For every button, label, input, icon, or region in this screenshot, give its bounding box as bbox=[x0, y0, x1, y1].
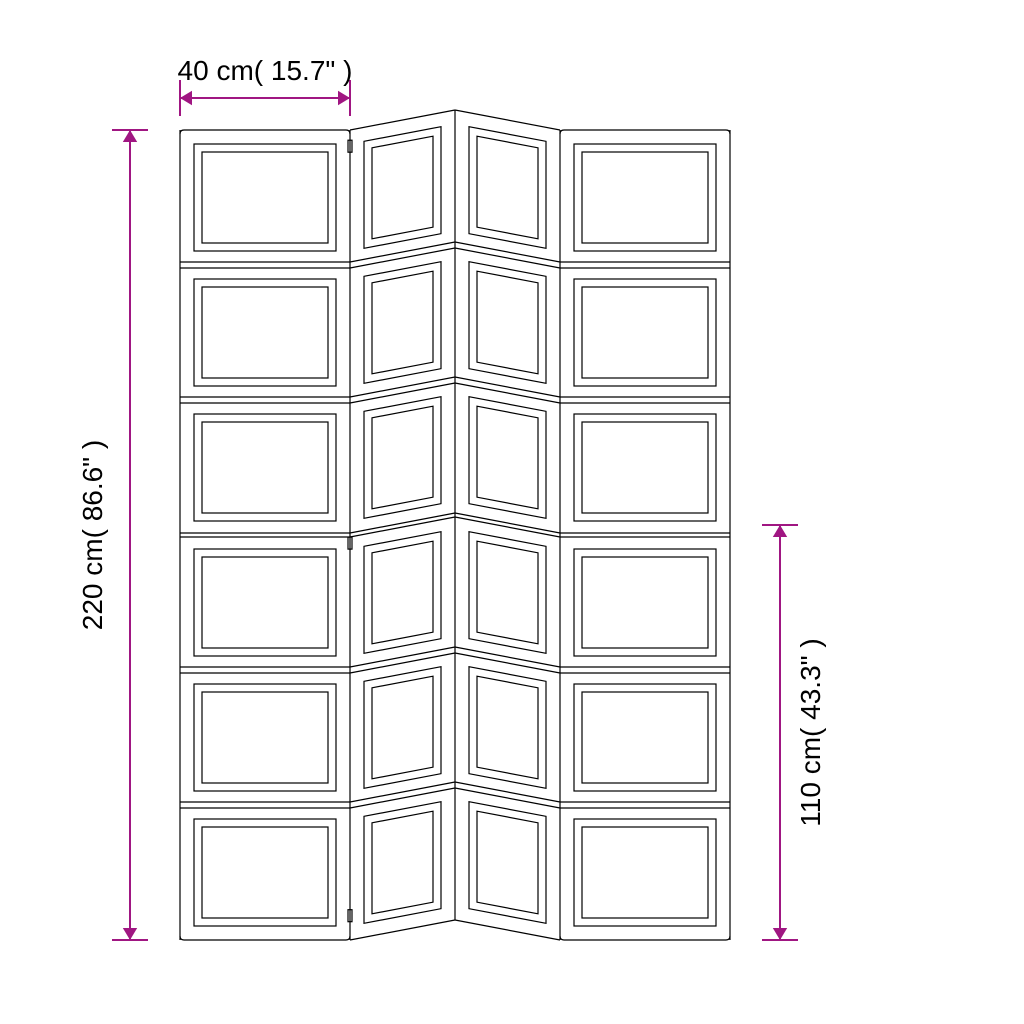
label-height-half: 110 cm( 43.3" ) bbox=[795, 638, 826, 826]
dim-height-half bbox=[762, 525, 798, 940]
panel-3 bbox=[560, 130, 730, 940]
label-height-full: 220 cm( 86.6" ) bbox=[77, 440, 108, 630]
label-width: 40 cm( 15.7" ) bbox=[178, 55, 353, 86]
panel-1 bbox=[180, 130, 350, 940]
panel-2-angled bbox=[348, 110, 560, 940]
dim-height-full bbox=[112, 130, 148, 940]
